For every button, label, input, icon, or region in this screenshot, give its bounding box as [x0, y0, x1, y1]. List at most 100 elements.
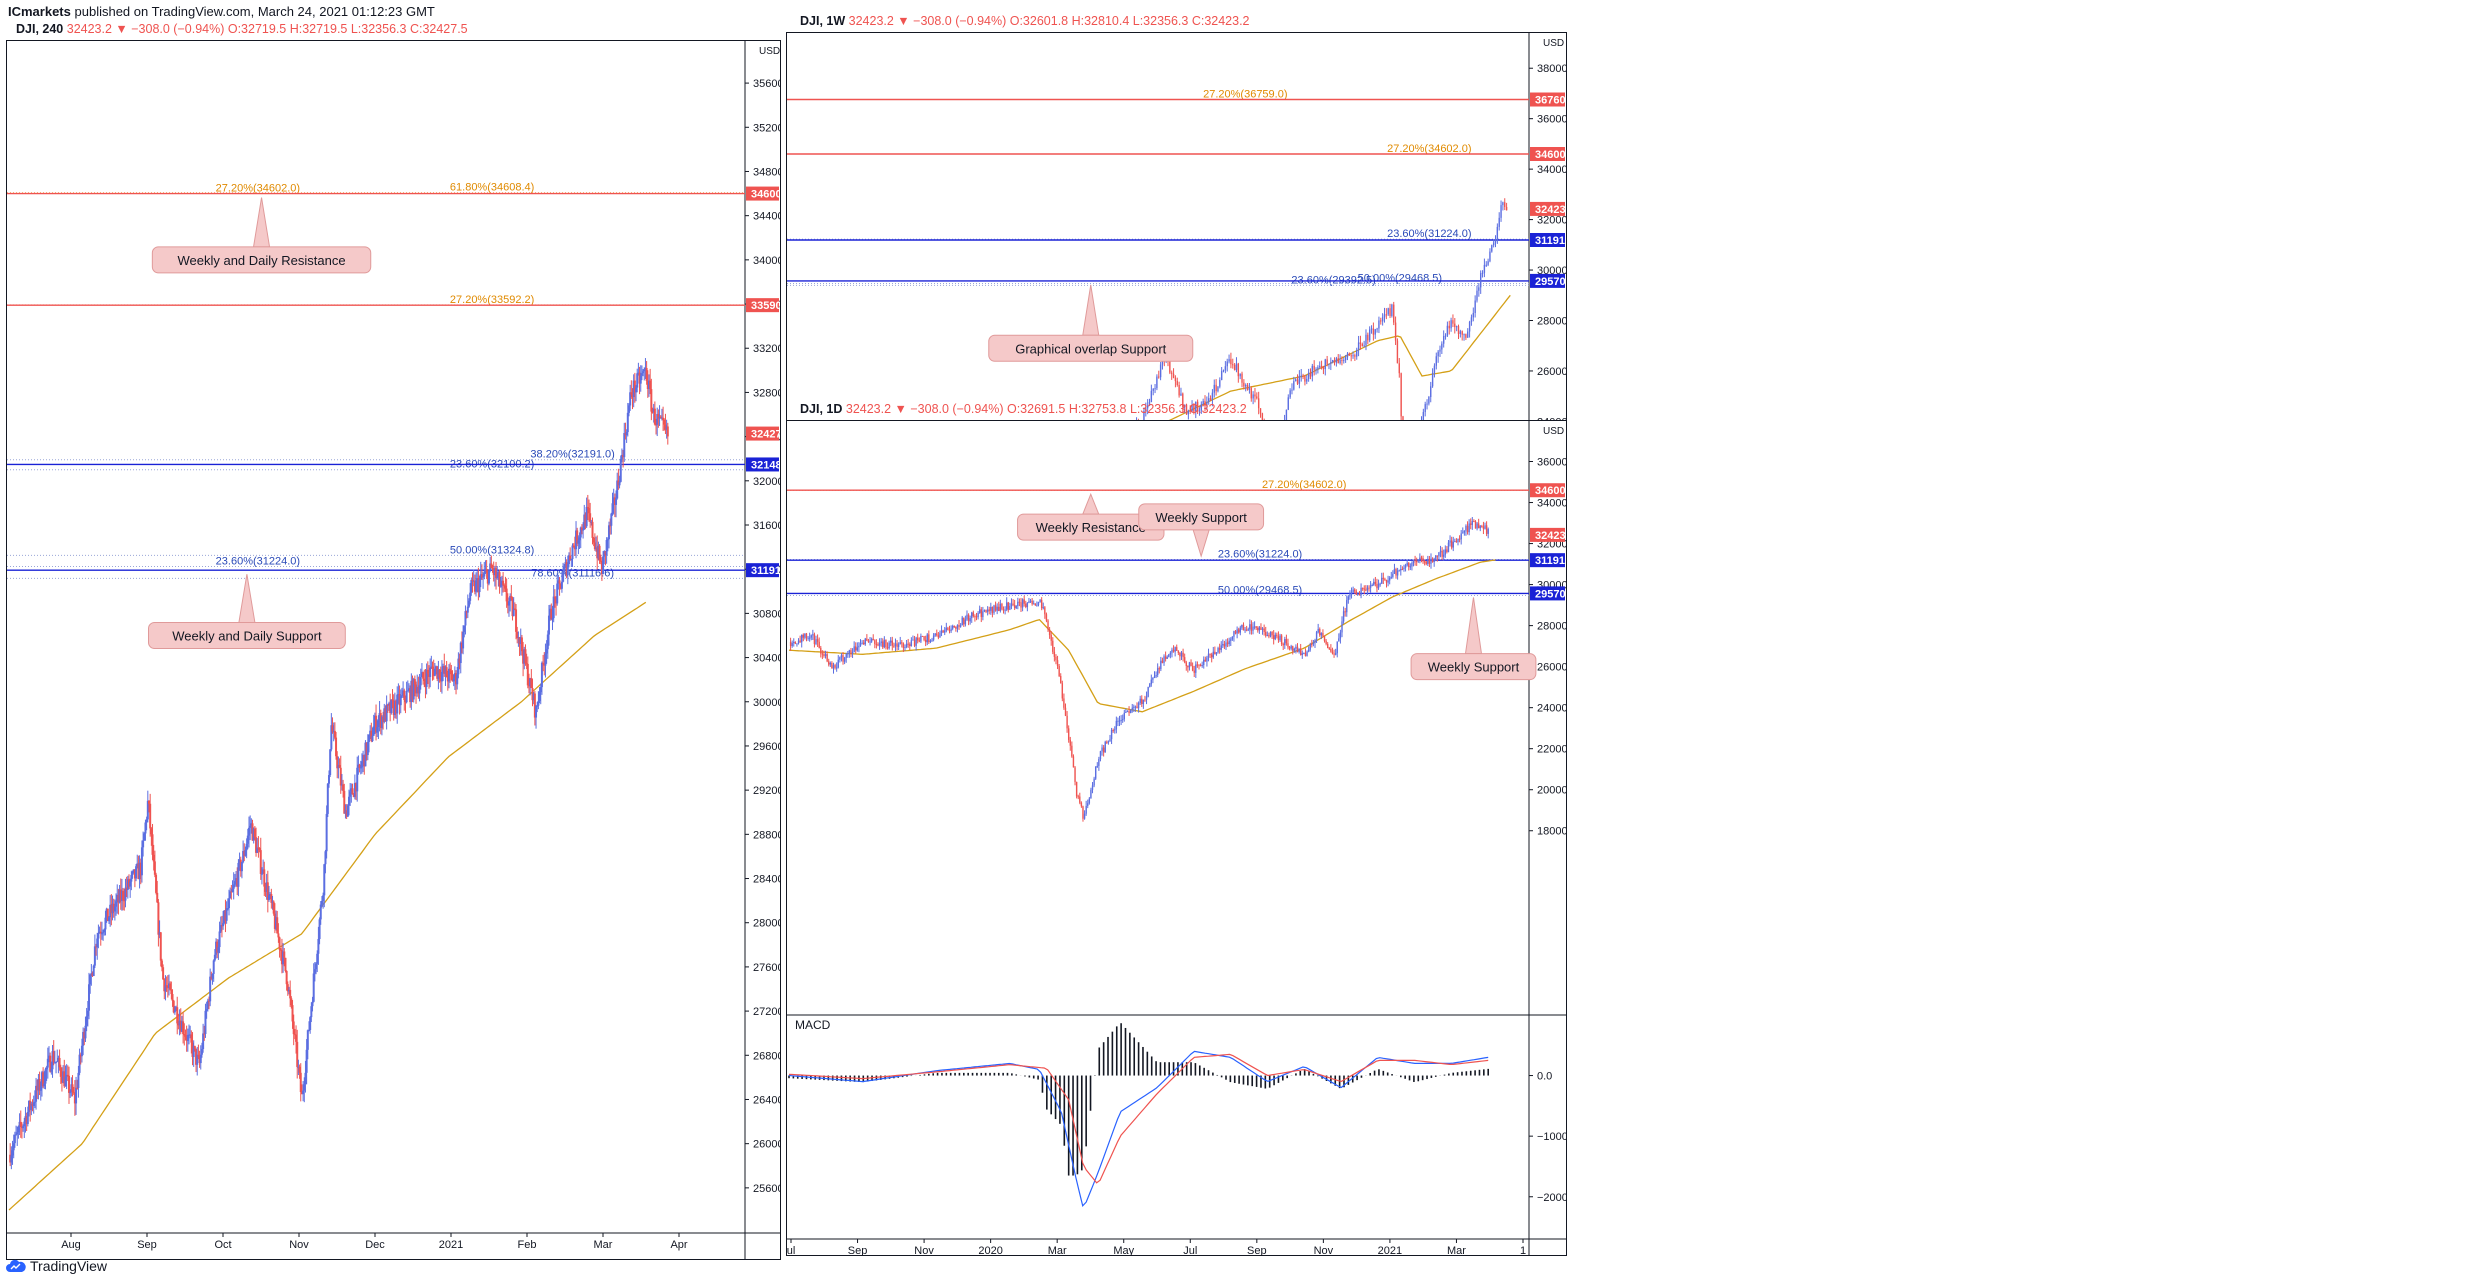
candle-body: [1450, 540, 1453, 548]
symbol-main[interactable]: DJI, 240: [16, 22, 64, 36]
footer-brand[interactable]: TradingView: [30, 1258, 108, 1274]
candle-body: [615, 498, 618, 505]
candle-body: [199, 1054, 202, 1064]
last-price-label: 32423.2: [1535, 204, 1566, 216]
candle-body: [607, 525, 610, 540]
candle-body: [393, 700, 396, 716]
candle-body: [536, 705, 539, 707]
candle-body: [1449, 540, 1451, 543]
chart-panel-daily[interactable]: USD36000.034000.032000.030000.028000.026…: [786, 420, 1567, 1256]
candle-body: [512, 608, 515, 617]
candle-body: [1212, 651, 1214, 658]
candle-body: [1352, 589, 1354, 593]
y-tick-label: 30400.0: [753, 653, 780, 665]
candle-body: [1454, 323, 1456, 328]
fib-label: 50.00%(31324.8): [450, 544, 534, 556]
candle-body: [1066, 715, 1068, 729]
candle-body: [153, 861, 156, 875]
candle-body: [1380, 320, 1382, 322]
chart-svg-4h[interactable]: USD 35600.0 35200.0 34800.0 34400.0 34000.0 33…: [7, 41, 780, 1259]
candle-body: [278, 937, 281, 950]
candle-body: [582, 529, 585, 531]
candle-body: [569, 555, 572, 560]
candle-body: [1202, 400, 1204, 405]
candle-body: [164, 985, 167, 992]
candle-body: [376, 726, 379, 733]
candle-body: [527, 685, 530, 687]
candle-body: [384, 708, 387, 722]
candle-body: [27, 1100, 30, 1112]
candle-body: [244, 850, 247, 856]
candle-body: [663, 419, 666, 425]
candle-body: [1245, 385, 1247, 387]
candle-body: [33, 1101, 36, 1103]
candle-body: [1246, 385, 1249, 390]
candle-body: [520, 637, 523, 652]
candle-body: [546, 634, 549, 650]
candle-body: [422, 672, 425, 679]
symbol-weekly[interactable]: DJI, 1W: [800, 14, 846, 28]
candle-body: [1504, 202, 1506, 207]
candle-body: [320, 900, 323, 905]
candle-body: [1396, 570, 1399, 576]
candle-body: [626, 412, 629, 433]
candle-body: [322, 895, 325, 901]
candle-body: [1001, 603, 1003, 610]
candle-body: [613, 497, 616, 505]
candle-body: [479, 574, 482, 580]
chart-panel-4h[interactable]: USD 35600.0 35200.0 34800.0 34400.0 34000.0 33…: [6, 40, 781, 1260]
symbol-daily[interactable]: DJI, 1D: [800, 402, 843, 416]
candle-body: [247, 827, 250, 836]
candle-body: [598, 545, 601, 561]
candle-body: [1276, 634, 1278, 637]
candle-body: [210, 976, 213, 979]
candle-body: [1341, 621, 1343, 633]
chart-svg-daily[interactable]: USD36000.034000.032000.030000.028000.026…: [787, 421, 1566, 1255]
candle-body: [385, 704, 388, 722]
candle-body: [1344, 357, 1347, 361]
level-price-label: 33590.0: [751, 300, 780, 312]
candle-body: [1224, 366, 1227, 371]
candle-body: [1322, 366, 1325, 370]
candle-body: [1303, 652, 1305, 654]
candle-body: [139, 862, 142, 876]
candle-body: [1333, 653, 1335, 655]
fib-label: 38.20%(32191.0): [530, 449, 614, 461]
candle-body: [845, 654, 847, 658]
candle-body: [1161, 359, 1164, 365]
candle-body: [1009, 605, 1011, 610]
candle-body: [1468, 321, 1471, 332]
candle-body: [1319, 365, 1321, 368]
candle-body: [211, 973, 214, 979]
candle-body: [542, 662, 545, 664]
level-price-tag: [746, 186, 779, 201]
candle-body: [152, 854, 155, 862]
candle-body: [196, 1054, 199, 1065]
candle-body: [1098, 759, 1100, 766]
candle-body: [1284, 639, 1286, 646]
candle-body: [1239, 373, 1241, 377]
candle-body: [1279, 635, 1281, 641]
publisher-name[interactable]: ICmarkets: [8, 4, 71, 19]
candle-body: [1255, 626, 1257, 628]
candle-body: [1424, 404, 1426, 413]
candle-body: [533, 693, 536, 718]
candle-body: [1004, 609, 1006, 611]
candle-body: [505, 588, 508, 602]
candle-body: [346, 805, 349, 817]
candle-body: [1442, 336, 1445, 344]
candle-body: [1400, 568, 1402, 571]
candle-body: [1189, 410, 1191, 412]
candle-body: [182, 1021, 185, 1035]
candle-body: [1430, 558, 1432, 564]
candle-body: [867, 640, 870, 642]
candle-body: [324, 851, 327, 865]
candle-body: [1477, 523, 1480, 529]
candle-body: [1280, 635, 1283, 645]
candle-body: [457, 658, 460, 675]
candle-body: [163, 979, 166, 992]
candle-body: [144, 822, 147, 834]
candle-body: [571, 545, 574, 560]
candle-body: [371, 735, 374, 742]
fib-label: 27.20%(33592.2): [450, 294, 534, 306]
